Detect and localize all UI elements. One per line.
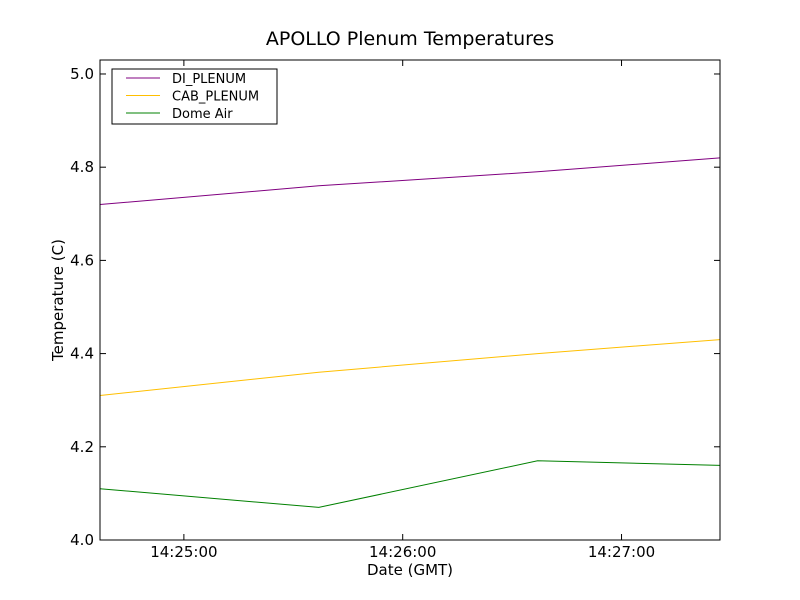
legend: DI_PLENUM CAB_PLENUM Dome Air [111,68,278,125]
legend-label-1: CAB_PLENUM [172,90,259,105]
y-tick-label: 4.0 [70,531,94,549]
x-tick-label: 14:26:00 [369,543,436,561]
plot-area [99,157,721,508]
y-axis-label: Temperature (C) [49,239,67,362]
chart-title: APOLLO Plenum Temperatures [266,28,554,50]
y-tick-label: 4.8 [70,158,94,176]
plot-frame [99,59,721,541]
y-tick-label: 5.0 [70,65,94,83]
series-line-1 [99,339,721,396]
x-axis-label: Date (GMT) [367,561,453,579]
axis-ticks: 14:25:00 14:26:00 14:27:00 4.0 4.2 4.4 4.6 4.8 5… [70,60,720,561]
x-tick-label: 14:27:00 [588,543,655,561]
y-tick-label: 4.4 [70,345,94,363]
x-tick-label: 14:25:00 [150,543,217,561]
legend-label-2: Dome Air [172,107,233,122]
series-line-2 [99,460,721,508]
y-tick-label: 4.6 [70,251,94,269]
y-tick-label: 4.2 [70,438,94,456]
series-line-0 [99,157,721,205]
legend-label-0: DI_PLENUM [172,72,246,87]
